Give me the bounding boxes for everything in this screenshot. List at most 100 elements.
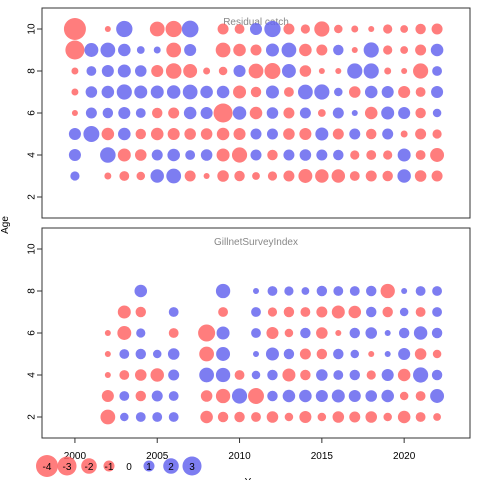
legend-bubble [81, 458, 97, 474]
bubble [264, 63, 281, 79]
bubble [334, 87, 343, 97]
bubble [431, 23, 443, 35]
bubble [349, 327, 360, 339]
bubble [415, 307, 426, 317]
bubble [151, 390, 163, 402]
bubble [65, 40, 85, 60]
bubble [231, 147, 248, 163]
y-tick-label: 10 [27, 243, 38, 255]
bubble [249, 22, 263, 36]
legend-bubble [163, 458, 179, 474]
x-tick-label: 2020 [393, 451, 416, 462]
bubble [199, 367, 214, 383]
bubble [299, 389, 312, 403]
bubble [104, 350, 111, 358]
bubble [432, 108, 442, 118]
legend-label: -1 [105, 462, 114, 473]
bubble [165, 20, 182, 38]
bubble [414, 170, 427, 182]
bubble [85, 107, 97, 119]
bubble [381, 368, 394, 382]
bubble [116, 20, 133, 38]
bubble [283, 348, 295, 360]
bubble [71, 88, 79, 96]
bubble [217, 23, 229, 35]
bubble [136, 171, 146, 181]
bubble [167, 127, 180, 141]
bubble [152, 412, 163, 422]
bubble [365, 170, 377, 182]
bubble [348, 305, 362, 319]
bubble [135, 412, 146, 422]
bubble [252, 350, 260, 358]
bubble [267, 171, 278, 181]
x-tick-label: 2005 [146, 451, 169, 462]
bubble [100, 409, 116, 425]
bubble [365, 411, 377, 423]
bubble [399, 391, 409, 401]
bubble [267, 286, 278, 296]
bubble [167, 348, 180, 360]
bubble [350, 349, 360, 359]
bubble [181, 20, 199, 38]
bubble [149, 21, 165, 37]
bubble [284, 328, 294, 338]
bubble [104, 329, 111, 337]
bubble [331, 169, 346, 183]
bubble [116, 84, 132, 100]
y-tick-label: 8 [27, 288, 38, 294]
bubble [151, 149, 163, 161]
bubble [104, 371, 111, 379]
bubble [382, 170, 393, 182]
bubble [166, 42, 182, 58]
bubble [315, 169, 329, 183]
bubble [184, 170, 196, 182]
legend: -4 -3 -2 -1 0 1 2 3 [36, 455, 202, 477]
bubble [331, 389, 345, 403]
bubble [299, 107, 311, 119]
bubble [348, 389, 361, 403]
bubble [119, 349, 130, 359]
bubble [397, 169, 411, 183]
bubble [184, 128, 196, 140]
bubble [413, 63, 429, 79]
bubble [415, 150, 426, 160]
bubble [248, 63, 264, 79]
bubble [430, 148, 445, 162]
bubble [216, 127, 230, 141]
bubble [334, 24, 343, 34]
bubble [415, 412, 426, 422]
legend-label: -4 [43, 462, 52, 473]
bubble [431, 327, 443, 339]
legend-bubble [57, 456, 77, 476]
bubble [200, 410, 213, 424]
bubble [349, 86, 361, 98]
bubble [398, 347, 411, 361]
bubble [84, 43, 99, 57]
bubble [316, 44, 328, 56]
bubble [267, 307, 278, 317]
bubble [366, 370, 376, 380]
bubble [316, 348, 328, 360]
bubble [218, 307, 228, 317]
x-axis-label: Y [245, 477, 252, 480]
bubble [366, 306, 377, 318]
bubble [71, 67, 79, 75]
bubble [299, 43, 312, 57]
bubble [366, 150, 377, 160]
bubble [134, 284, 148, 298]
bubble [415, 87, 426, 97]
bubble [332, 107, 344, 119]
bubble [317, 109, 326, 117]
bubble [233, 85, 247, 99]
bubble [117, 148, 131, 162]
bubble [364, 106, 378, 120]
bubble [252, 287, 260, 295]
bubble [183, 106, 197, 120]
bubble [299, 410, 312, 424]
bubble [101, 389, 114, 403]
y-tick-label: 6 [27, 330, 38, 336]
bubble [135, 369, 147, 381]
bubble [335, 329, 342, 337]
